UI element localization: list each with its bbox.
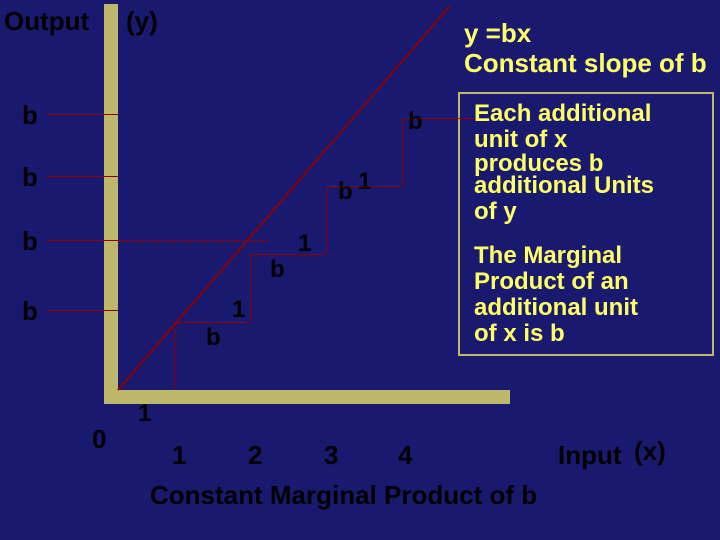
label-equation: y =bx <box>464 18 531 49</box>
note2-line4: of x is b <box>474 320 565 348</box>
step-label-1-2: 1 <box>298 230 311 258</box>
note2-line2: Product of an <box>474 268 629 296</box>
step-label-b-3: b <box>338 178 353 206</box>
note1-line1: Each additional <box>474 100 651 128</box>
step-label-1-1: 1 <box>232 296 245 324</box>
note1-line4: additional Units <box>474 172 654 200</box>
origin-label: 0 <box>92 424 106 455</box>
x-tick-2: 2 <box>248 440 262 471</box>
x-tick-4: 4 <box>398 440 412 471</box>
y-tick-b-2: b <box>22 162 38 193</box>
step-label-1-3: 1 <box>358 168 371 196</box>
step-label-b-4: b <box>408 108 423 136</box>
x-tick-1: 1 <box>172 440 186 471</box>
label-x-paren: (x) <box>634 436 666 467</box>
y-tick-b-4: b <box>22 296 38 327</box>
dotted-guide <box>118 240 268 242</box>
note1-line5: of y <box>474 198 517 226</box>
step-label-b-2: b <box>270 256 285 284</box>
label-slope: Constant slope of b <box>464 48 707 79</box>
bottom-caption: Constant Marginal Product of b <box>150 480 537 511</box>
y-tick-b-3: b <box>22 226 38 257</box>
step-label-b-1: b <box>206 324 221 352</box>
label-input: Input <box>558 440 622 471</box>
x-tick-3: 3 <box>324 440 338 471</box>
label-output: Output <box>4 6 89 37</box>
label-y-paren: (y) <box>126 6 158 37</box>
y-tick-b-1: b <box>22 100 38 131</box>
note2-line1: The Marginal <box>474 242 622 270</box>
note2-line3: additional unit <box>474 294 638 322</box>
x-tick-1-inner: 1 <box>138 400 151 428</box>
